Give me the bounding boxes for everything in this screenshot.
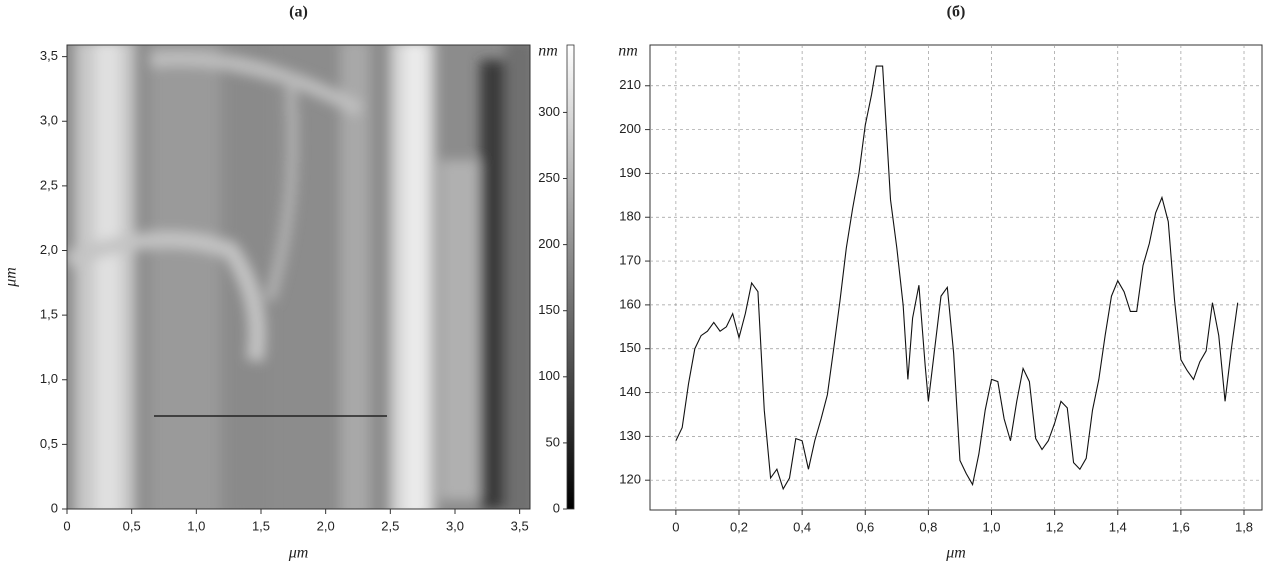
y-tick-label: 1,5 xyxy=(40,307,58,322)
y-tick-label: 180 xyxy=(619,209,641,224)
x-tick-label: 1,8 xyxy=(1235,519,1253,534)
x-axis-label: μm xyxy=(945,545,966,562)
plot-frame xyxy=(649,44,1263,511)
panel-title: (б) xyxy=(947,4,966,21)
y-tick-label: 0 xyxy=(51,500,58,515)
y-tick-label: 2,5 xyxy=(40,177,58,192)
y-tick-label: 200 xyxy=(619,121,641,136)
profile-curve xyxy=(675,65,1239,491)
x-tick-label: 1,4 xyxy=(1109,519,1127,534)
y-tick-label: 160 xyxy=(619,296,641,311)
x-tick-label: 1,0 xyxy=(187,518,205,533)
x-tick-label: 2,0 xyxy=(317,518,335,533)
x-tick-label: 0,8 xyxy=(919,519,937,534)
y-axis-label: nm xyxy=(618,43,638,60)
colorbar-tick-label: 250 xyxy=(538,170,560,185)
x-tick-label: 0 xyxy=(63,518,70,533)
x-tick-label: 3,0 xyxy=(446,518,464,533)
x-tick-label: 3,5 xyxy=(511,518,529,533)
afm-image xyxy=(67,45,530,509)
y-tick-label: 120 xyxy=(619,472,641,487)
y-tick-label: 150 xyxy=(619,340,641,355)
y-tick-label: 2,0 xyxy=(40,242,58,257)
colorbar-label: nm xyxy=(538,43,558,60)
x-tick-label: 0 xyxy=(672,519,679,534)
colorbar-tick-label: 0 xyxy=(553,500,560,515)
y-tick-label: 190 xyxy=(619,165,641,180)
panel-title: (a) xyxy=(289,4,308,21)
y-tick-label: 0,5 xyxy=(40,436,58,451)
x-tick-label: 0,5 xyxy=(123,518,141,533)
x-tick-label: 0,6 xyxy=(856,519,874,534)
x-tick-label: 1,0 xyxy=(982,519,1000,534)
x-tick-label: 1,2 xyxy=(1046,519,1064,534)
x-tick-label: 1,5 xyxy=(252,518,270,533)
x-tick-label: 0,2 xyxy=(730,519,748,534)
x-axis-label: μm xyxy=(288,545,309,562)
plot-frame xyxy=(66,44,531,510)
y-tick-label: 210 xyxy=(619,77,641,92)
colorbar-tick-label: 300 xyxy=(538,104,560,119)
x-tick-label: 1,6 xyxy=(1172,519,1190,534)
colorbar xyxy=(566,44,575,510)
colorbar-tick-label: 200 xyxy=(538,236,560,251)
y-axis-label: μm xyxy=(3,267,20,288)
y-tick-label: 3,0 xyxy=(40,113,58,128)
x-tick-label: 2,5 xyxy=(381,518,399,533)
colorbar-tick-label: 150 xyxy=(538,302,560,317)
y-tick-label: 140 xyxy=(619,384,641,399)
x-tick-label: 0,4 xyxy=(793,519,811,534)
y-tick-label: 3,5 xyxy=(40,48,58,63)
y-tick-label: 1,0 xyxy=(40,371,58,386)
y-tick-label: 130 xyxy=(619,428,641,443)
y-tick-label: 170 xyxy=(619,253,641,268)
colorbar-tick-label: 50 xyxy=(546,434,560,449)
colorbar-tick-label: 100 xyxy=(538,368,560,383)
